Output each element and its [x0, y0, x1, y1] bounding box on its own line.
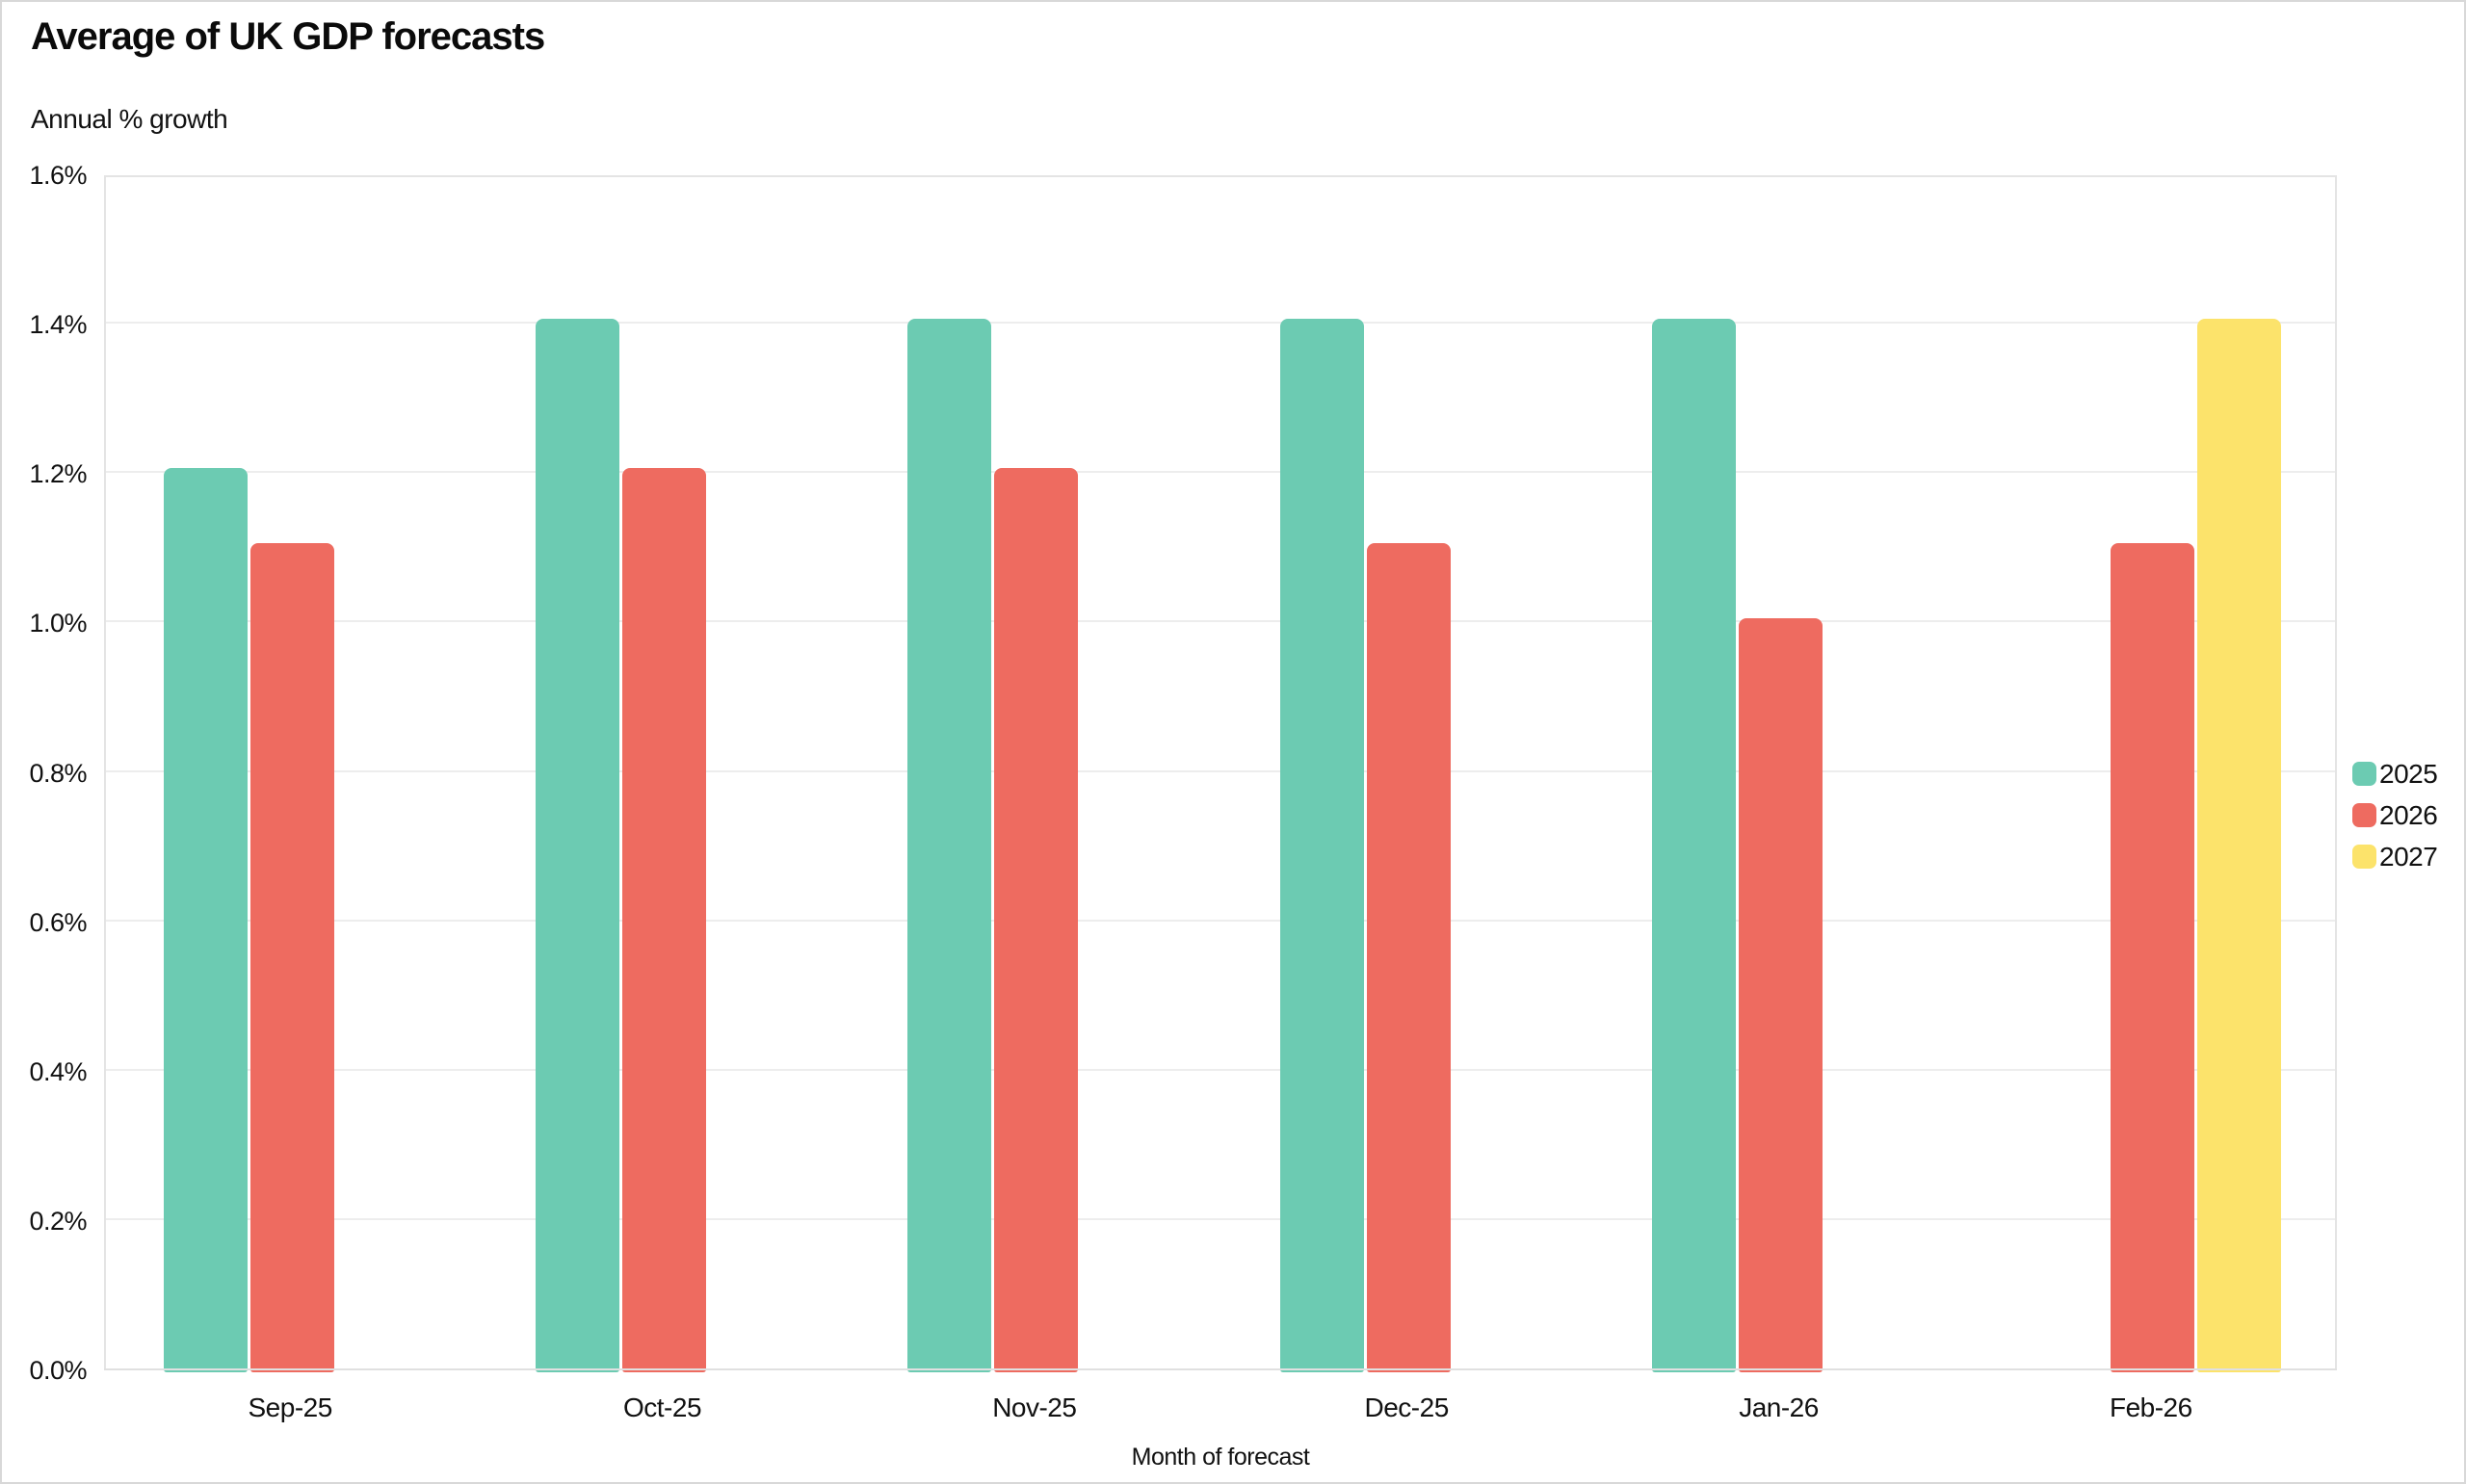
legend-item-2025[interactable]: 2025 — [2352, 759, 2438, 789]
legend-label: 2027 — [2379, 841, 2438, 872]
bar-2026-Oct-25[interactable] — [622, 468, 706, 1372]
legend-swatch-icon — [2352, 803, 2376, 827]
x-axis-title: Month of forecast — [1131, 1444, 1310, 1471]
y-tick-label: 0.0% — [29, 1356, 87, 1385]
legend: 2025 2026 2027 — [2352, 759, 2438, 886]
gridline — [106, 322, 2335, 325]
gridline — [106, 471, 2335, 474]
legend-item-2026[interactable]: 2026 — [2352, 800, 2438, 830]
bar-2025-Oct-25[interactable] — [536, 319, 619, 1372]
y-tick-label: 0.4% — [29, 1056, 87, 1086]
gridline — [106, 620, 2335, 623]
x-axis-line — [104, 1368, 2337, 1370]
legend-swatch-icon — [2352, 762, 2376, 786]
x-tick-label-Oct-25: Oct-25 — [622, 1393, 702, 1422]
y-axis-units-label: Annual % growth — [31, 104, 228, 134]
bar-2026-Feb-26[interactable] — [2111, 542, 2195, 1372]
y-tick-label: 1.0% — [29, 609, 87, 638]
y-tick-label: 0.2% — [29, 1206, 87, 1236]
x-tick-label-Nov-25: Nov-25 — [992, 1393, 1077, 1422]
bar-2026-Jan-26[interactable] — [1739, 617, 1823, 1372]
y-tick-label: 1.4% — [29, 310, 87, 340]
legend-item-2027[interactable]: 2027 — [2352, 841, 2438, 872]
bar-2025-Sep-25[interactable] — [163, 468, 248, 1372]
y-tick-label: 1.2% — [29, 459, 87, 489]
gridline — [106, 1217, 2335, 1220]
y-tick-label: 1.6% — [29, 161, 87, 190]
x-tick-label-Dec-25: Dec-25 — [1364, 1393, 1450, 1422]
legend-label: 2026 — [2379, 799, 2438, 830]
gridline — [106, 769, 2335, 772]
gridline — [106, 919, 2335, 922]
chart-title: Average of UK GDP forecasts — [31, 15, 545, 58]
bar-2025-Nov-25[interactable] — [907, 319, 992, 1372]
x-tick-label-Feb-26: Feb-26 — [2109, 1393, 2192, 1422]
bar-2026-Dec-25[interactable] — [1366, 542, 1451, 1372]
y-tick-label: 0.6% — [29, 907, 87, 937]
plot-area — [104, 175, 2337, 1372]
legend-swatch-icon — [2352, 845, 2376, 869]
bar-2026-Sep-25[interactable] — [249, 542, 334, 1372]
bar-2025-Dec-25[interactable] — [1279, 319, 1364, 1372]
bar-2026-Nov-25[interactable] — [994, 468, 1079, 1372]
gridline — [106, 1068, 2335, 1071]
legend-label: 2025 — [2379, 758, 2438, 789]
x-tick-label-Jan-26: Jan-26 — [1739, 1393, 1819, 1422]
x-tick-label-Sep-25: Sep-25 — [248, 1393, 333, 1422]
bar-2025-Jan-26[interactable] — [1652, 319, 1736, 1372]
bar-2027-Feb-26[interactable] — [2197, 319, 2282, 1372]
y-tick-label: 0.8% — [29, 758, 87, 788]
